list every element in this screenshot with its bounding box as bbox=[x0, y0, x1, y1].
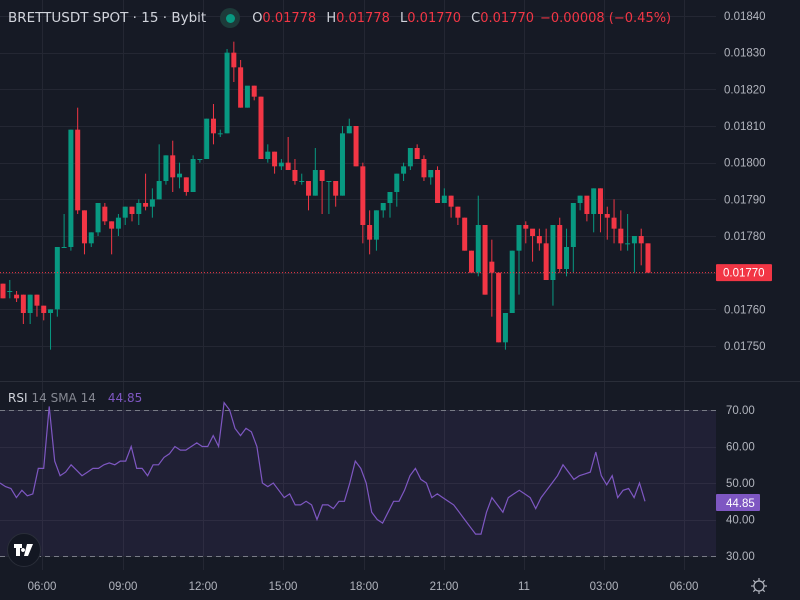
close-label: C bbox=[471, 10, 481, 26]
high-value: 0.01778 bbox=[336, 10, 390, 26]
svg-text:50.00: 50.00 bbox=[726, 478, 755, 490]
price-axis[interactable]: 0.01840 0.01830 0.01820 0.01810 0.01800 0.017… bbox=[724, 11, 766, 353]
svg-text:0.01750: 0.01750 bbox=[724, 341, 766, 353]
svg-text:70.00: 70.00 bbox=[726, 405, 755, 417]
low-value: 0.01770 bbox=[407, 10, 462, 26]
svg-text:0.01830: 0.01830 bbox=[724, 48, 766, 60]
svg-text:40.00: 40.00 bbox=[726, 515, 755, 527]
svg-text:0.01840: 0.01840 bbox=[724, 11, 766, 23]
svg-text:09:00: 09:00 bbox=[109, 581, 138, 593]
svg-text:0.01820: 0.01820 bbox=[724, 84, 766, 96]
tradingview-logo-icon[interactable] bbox=[7, 533, 41, 567]
svg-text:0.01760: 0.01760 bbox=[724, 304, 766, 316]
rsi-legend[interactable]: RSI 14 SMA 14 44.85 bbox=[8, 391, 142, 405]
market-status-icon[interactable] bbox=[220, 8, 241, 28]
svg-text:0.01800: 0.01800 bbox=[724, 158, 766, 170]
symbol-title[interactable]: BRETTUSDT SPOT · 15 · Bybit bbox=[8, 10, 207, 26]
symbol-legend: BRETTUSDT SPOT · 15 · Bybit O0.01778 H0.… bbox=[8, 8, 671, 28]
last-price-badge: 0.01770 bbox=[716, 264, 772, 282]
low-label: L bbox=[400, 10, 408, 26]
rsi-value-badge: 44.85 bbox=[716, 494, 760, 511]
svg-text:06:00: 06:00 bbox=[670, 581, 699, 593]
rsi-params: 14 SMA 14 bbox=[31, 391, 96, 405]
close-value: 0.01770 bbox=[480, 10, 535, 26]
svg-text:12:00: 12:00 bbox=[189, 581, 218, 593]
svg-text:15:00: 15:00 bbox=[269, 581, 298, 593]
ohlc-values: O0.01778 H0.01778 L0.01770 C0.01770 bbox=[252, 11, 534, 26]
svg-text:0.01780: 0.01780 bbox=[724, 231, 766, 243]
svg-text:06:00: 06:00 bbox=[28, 581, 57, 593]
rsi-axis[interactable]: 70.00 60.00 50.00 40.00 30.00 bbox=[726, 405, 755, 563]
svg-text:60.00: 60.00 bbox=[726, 442, 755, 454]
price-change: −0.00008 (−0.45%) bbox=[540, 10, 672, 26]
rsi-line bbox=[0, 401, 646, 535]
last-price-label: 0.01770 bbox=[723, 268, 765, 280]
svg-text:0.01790: 0.01790 bbox=[724, 194, 766, 206]
svg-text:30.00: 30.00 bbox=[726, 551, 755, 563]
open-label: O bbox=[252, 10, 263, 26]
svg-text:11: 11 bbox=[518, 581, 530, 593]
rsi-band bbox=[0, 410, 716, 556]
svg-text:21:00: 21:00 bbox=[430, 581, 459, 593]
rsi-value-label: 44.85 bbox=[726, 498, 755, 510]
settings-gear-icon[interactable] bbox=[750, 577, 768, 595]
time-axis[interactable]: 06:00 09:00 12:00 15:00 18:00 21:00 11 03:00 06:… bbox=[28, 581, 699, 593]
svg-text:03:00: 03:00 bbox=[590, 581, 619, 593]
candlestick-series bbox=[0, 41, 651, 350]
high-label: H bbox=[326, 10, 337, 26]
rsi-legend-value: 44.85 bbox=[107, 391, 143, 405]
svg-text:0.01810: 0.01810 bbox=[724, 121, 766, 133]
open-value: 0.01778 bbox=[262, 10, 317, 26]
svg-text:18:00: 18:00 bbox=[350, 581, 379, 593]
rsi-name: RSI bbox=[8, 391, 28, 405]
